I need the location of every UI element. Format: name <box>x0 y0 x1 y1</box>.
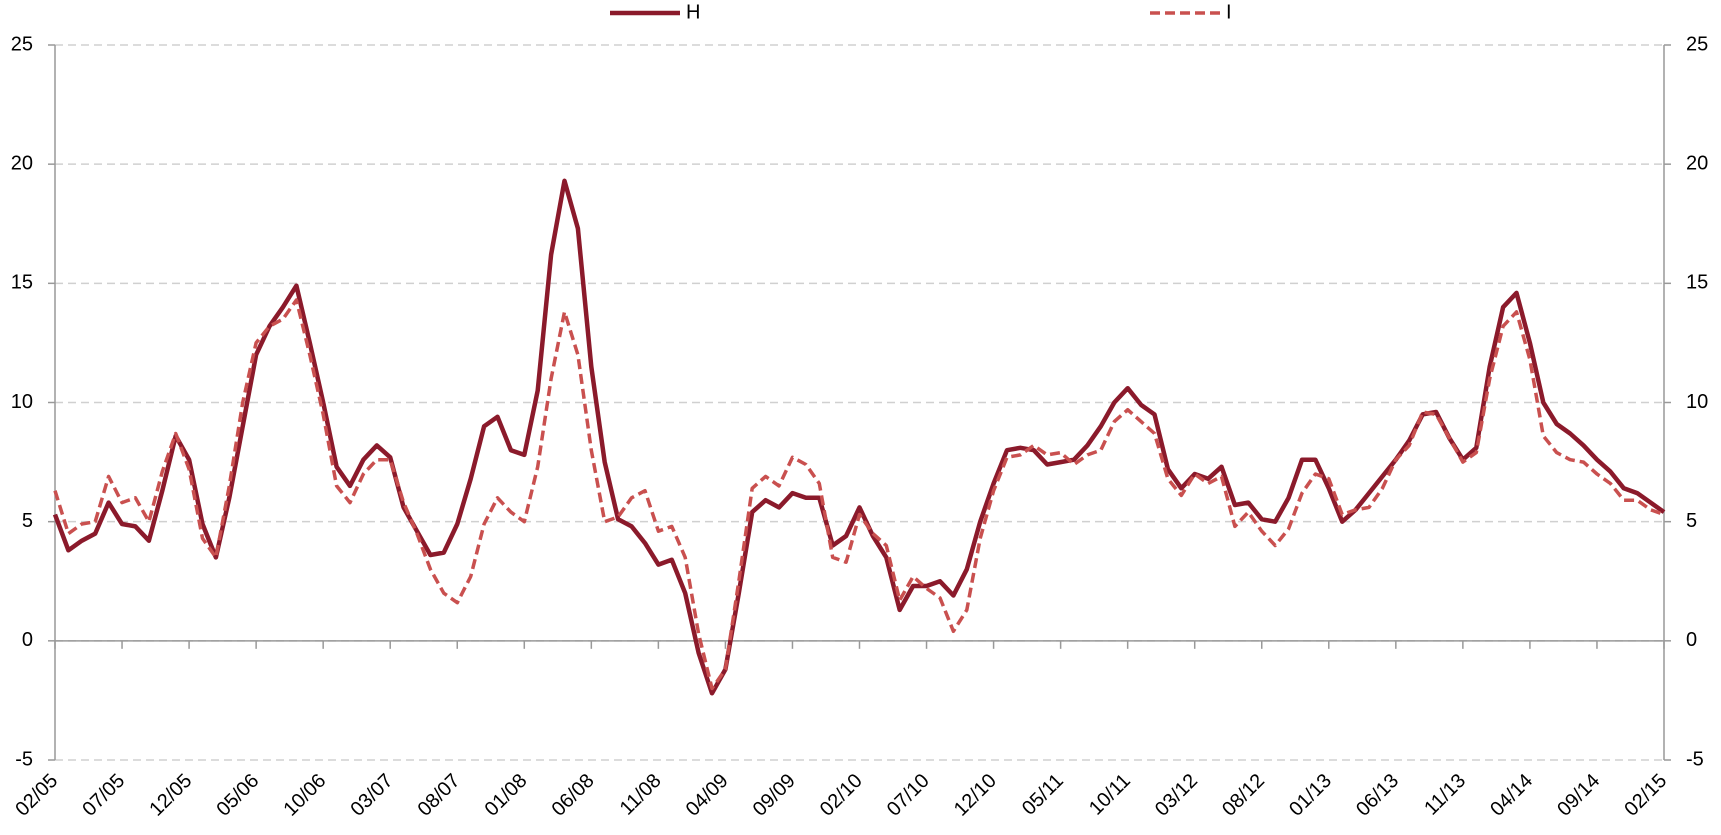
x-tick-label: 06/08 <box>548 770 599 821</box>
x-tick-label: 09/09 <box>749 770 800 821</box>
x-tick-label: 08/07 <box>414 770 465 821</box>
x-tick-label: 12/05 <box>145 770 196 821</box>
x-tick-label: 01/13 <box>1285 770 1336 821</box>
x-tick-label: 07/10 <box>883 770 934 821</box>
y2-tick-label: -5 <box>1686 748 1704 770</box>
x-tick-label: 04/14 <box>1486 770 1537 821</box>
x-tick-label: 07/05 <box>78 770 129 821</box>
x-tick-label: 09/14 <box>1553 770 1604 821</box>
y-tick-label: 20 <box>11 152 33 174</box>
y-tick-label: 25 <box>11 33 33 55</box>
y2-tick-label: 15 <box>1686 272 1708 294</box>
series-line <box>53 298 1665 691</box>
y2-tick-label: 5 <box>1686 510 1697 532</box>
x-tick-label: 11/08 <box>616 770 666 820</box>
y-tick-label: 10 <box>11 391 33 413</box>
x-tick-label: 03/07 <box>347 770 398 821</box>
y-tick-label: 5 <box>22 510 33 532</box>
x-tick-label: 02/05 <box>11 770 62 821</box>
x-tick-label: 02/15 <box>1620 770 1671 821</box>
y2-tick-label: 10 <box>1686 391 1708 413</box>
y2-tick-label: 0 <box>1686 629 1697 651</box>
x-tick-label: 05/11 <box>1018 770 1068 820</box>
x-tick-label: 05/06 <box>212 770 263 821</box>
y-tick-label: 15 <box>11 272 33 294</box>
legend-label: I <box>1226 1 1232 23</box>
x-tick-label: 06/13 <box>1352 770 1403 821</box>
y-tick-label: -5 <box>15 748 33 770</box>
x-tick-label: 10/11 <box>1085 770 1135 820</box>
x-tick-label: 04/09 <box>682 770 733 821</box>
series-line <box>52 178 1666 696</box>
y2-tick-label: 20 <box>1686 152 1708 174</box>
y2-tick-label: 25 <box>1686 33 1708 55</box>
x-tick-label: 12/10 <box>950 770 1001 821</box>
x-tick-label: 03/12 <box>1151 770 1202 821</box>
x-tick-label: 02/10 <box>816 770 867 821</box>
legend-label: H <box>686 1 700 23</box>
x-tick-label: 10/06 <box>279 770 330 821</box>
y-tick-label: 0 <box>22 629 33 651</box>
x-tick-label: 08/12 <box>1218 770 1269 821</box>
x-tick-label: 11/13 <box>1420 770 1470 820</box>
x-tick-label: 01/08 <box>481 770 532 821</box>
